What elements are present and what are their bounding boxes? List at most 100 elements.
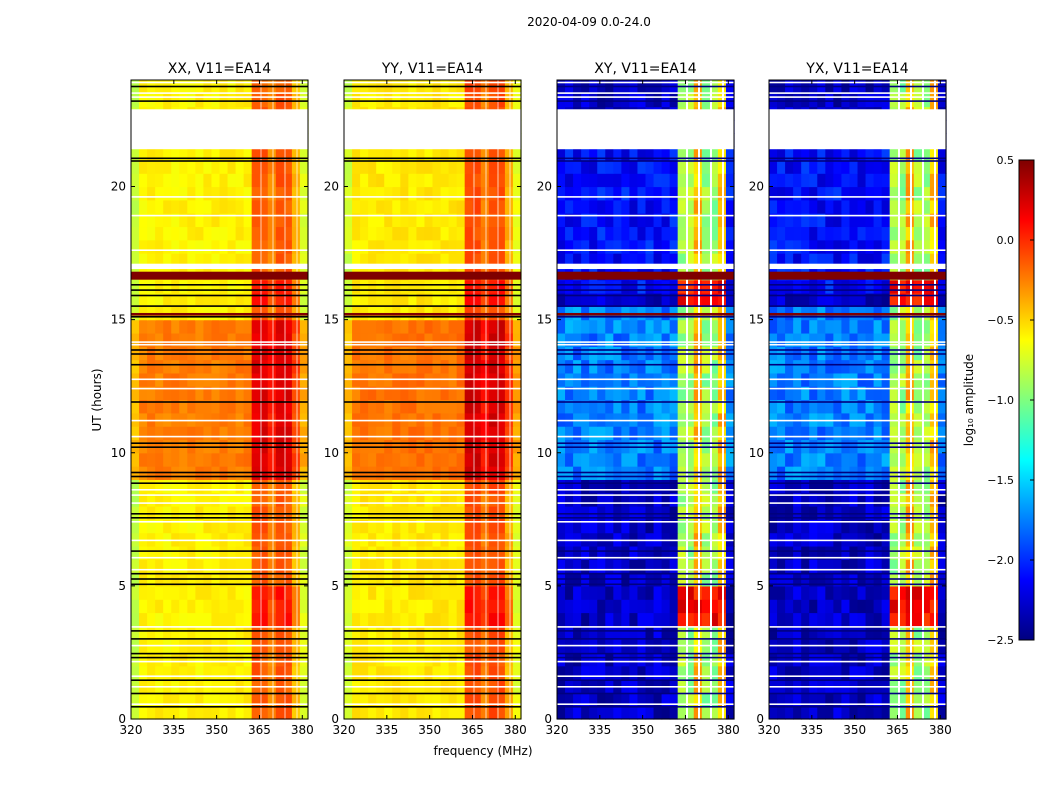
heatmap-cell (685, 652, 695, 667)
heatmap-cell (685, 599, 695, 614)
heatmap-cell (937, 173, 947, 188)
heatmap-cell (187, 239, 196, 254)
heatmap-cell (187, 412, 196, 427)
heatmap-cell (227, 479, 237, 494)
heatmap-cell (171, 359, 180, 374)
heatmap-cell (360, 332, 369, 347)
heatmap-cell (488, 426, 498, 441)
heatmap-cell (597, 186, 606, 201)
heatmap-cell (267, 226, 277, 241)
heatmap-cell (416, 426, 426, 441)
heatmap-cell (685, 492, 695, 507)
heatmap-cell (873, 253, 883, 267)
heatmap-cell (565, 705, 574, 720)
heatmap-cell (504, 692, 514, 707)
heatmap-cell (259, 692, 269, 707)
heatmap-cell (785, 253, 794, 267)
heatmap-cell (496, 199, 506, 214)
heatmap-cell (251, 239, 261, 254)
heatmap-cell (777, 146, 786, 161)
heatmap-cell (661, 386, 671, 401)
heatmap-cell (384, 412, 393, 427)
heatmap-cell (629, 279, 639, 294)
heatmap-cell (701, 519, 711, 534)
heatmap-cell (283, 279, 293, 294)
heatmap-cell (769, 253, 778, 267)
heatmap-cell (621, 692, 631, 707)
heatmap-cell (841, 492, 851, 507)
heatmap-cell (139, 625, 148, 640)
heatmap-cell (235, 532, 245, 547)
heatmap-cell (392, 186, 401, 201)
heatmap-cell (669, 479, 679, 494)
heatmap-cell (809, 93, 818, 108)
heatmap-cell (400, 332, 409, 347)
heatmap-cell (897, 506, 907, 520)
flag-line-white (557, 249, 734, 251)
heatmap-cell (573, 652, 582, 667)
heatmap-cell (581, 239, 590, 254)
heatmap-cell (275, 519, 285, 534)
heatmap-cell (267, 293, 277, 307)
heatmap-cell (841, 93, 851, 108)
heatmap-cell (881, 226, 891, 241)
flag-line-dark (344, 578, 521, 580)
heatmap-cell (849, 559, 859, 574)
heatmap-cell (685, 559, 695, 574)
heatmap-cell (283, 479, 293, 494)
heatmap-cell (581, 332, 590, 347)
heatmap-cell (496, 319, 506, 334)
heatmap-cell (557, 426, 566, 441)
heatmap-cell (163, 545, 172, 560)
heatmap-cell (472, 319, 482, 334)
heatmap-cell (424, 332, 434, 347)
heatmap-cell (645, 545, 655, 560)
heatmap-cell (653, 412, 663, 427)
heatmap-cell (669, 93, 679, 108)
heatmap-cell (685, 293, 695, 307)
flag-line-dark (344, 442, 521, 444)
colorbar-tick-label: −1.0 (987, 394, 1014, 407)
heatmap-cell (557, 506, 566, 520)
heatmap-cell (360, 479, 369, 494)
heatmap-cell (937, 479, 947, 494)
heatmap-cell (432, 612, 442, 627)
heatmap-cell (235, 599, 245, 614)
heatmap-cell (841, 399, 851, 414)
heatmap-cell (597, 665, 606, 680)
heatmap-cell (825, 186, 834, 201)
flag-line-white (769, 489, 946, 491)
heatmap-cell (661, 146, 671, 161)
flag-line-white (769, 502, 946, 504)
heatmap-cell (801, 519, 810, 534)
heatmap-cell (597, 359, 606, 374)
heatmap-cell (251, 612, 261, 627)
heatmap-cell (653, 545, 663, 560)
heatmap-cell (801, 213, 810, 228)
heatmap-cell (621, 332, 631, 347)
heatmap-cell (179, 146, 188, 161)
heatmap-cell (605, 239, 614, 254)
heatmap-cell (565, 293, 574, 307)
heatmap-cell (163, 226, 172, 241)
heatmap-cell (416, 439, 426, 454)
heatmap-cell (677, 506, 687, 520)
heatmap-cell (512, 559, 522, 574)
heatmap-cell (408, 213, 418, 228)
flag-line-white (131, 556, 308, 559)
heatmap-cell (857, 279, 867, 294)
heatmap-cell (677, 93, 687, 108)
heatmap-cell (841, 199, 851, 214)
heatmap-cell (669, 439, 679, 454)
heatmap-cell (913, 93, 923, 108)
heatmap-cell (139, 559, 148, 574)
heatmap-cell (352, 412, 361, 427)
heatmap-cell (504, 319, 514, 334)
heatmap-cell (613, 186, 622, 201)
heatmap-cell (291, 93, 301, 108)
heatmap-cell (557, 93, 566, 108)
heatmap-cell (913, 439, 923, 454)
heatmap-cell (235, 412, 245, 427)
heatmap-cell (227, 705, 237, 720)
heatmap-cell (139, 93, 148, 108)
